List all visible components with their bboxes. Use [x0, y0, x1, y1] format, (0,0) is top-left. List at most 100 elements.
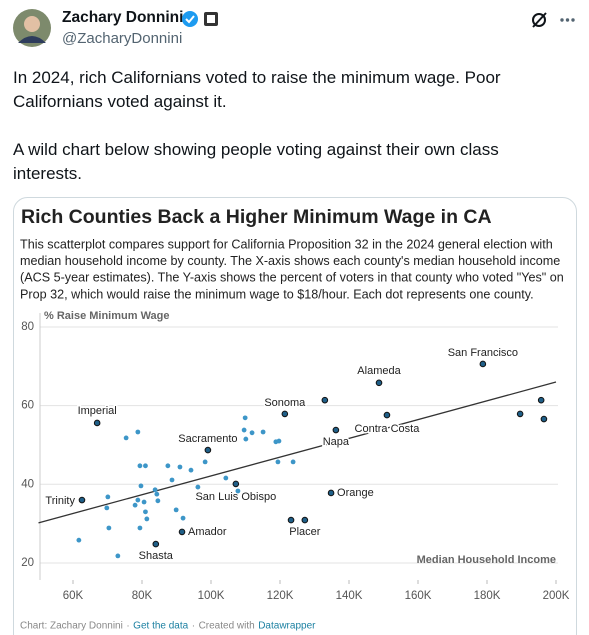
chart-card [13, 197, 577, 635]
data-point [180, 515, 186, 521]
data-point [78, 496, 86, 504]
data-point [290, 459, 296, 465]
point-label: Sacramento [178, 433, 237, 445]
data-point [281, 410, 289, 418]
footer-text: Created with [199, 621, 255, 632]
point-label: Placer [289, 526, 321, 538]
y-tick-label: 20 [21, 557, 34, 569]
point-label: San Francisco [448, 347, 518, 359]
point-label: Napa [323, 436, 350, 448]
badges [182, 11, 218, 27]
data-point [321, 396, 329, 404]
x-tick-label: 60K [63, 590, 84, 602]
author-handle[interactable]: @ZacharyDonnini [62, 30, 183, 47]
data-point [243, 436, 249, 442]
data-point [332, 426, 340, 434]
data-point [144, 516, 150, 522]
data-point [479, 360, 487, 368]
x-tick-label: 140K [336, 590, 363, 602]
data-point [537, 396, 545, 404]
data-point [152, 487, 158, 493]
post-actions[interactable] [530, 10, 580, 30]
post-text: In 2024, rich Californians voted to rais… [13, 66, 501, 186]
text-line: interests. [13, 164, 82, 183]
data-point [383, 411, 391, 419]
x-tick-label: 100K [198, 590, 225, 602]
x-axis-label: Median Household Income [417, 554, 556, 566]
footer-text: · [126, 621, 129, 632]
footer-link[interactable]: Datawrapper [258, 621, 316, 632]
footer-text: · [192, 621, 195, 632]
data-point [195, 484, 201, 490]
data-point [375, 379, 383, 387]
x-tick-label: 80K [132, 590, 153, 602]
point-label: Trinity [45, 495, 75, 507]
data-point [169, 477, 175, 483]
data-point [276, 438, 282, 444]
point-label: Contra Costa [355, 423, 421, 435]
data-point [301, 516, 309, 524]
point-label: Amador [188, 526, 227, 538]
data-point [241, 427, 247, 433]
data-point [132, 502, 138, 508]
point-label: Alameda [357, 365, 401, 377]
data-point [242, 415, 248, 421]
point-label: Imperial [78, 405, 117, 417]
chart-subtitle: This scatterplot compares support for Ca… [20, 237, 553, 251]
x-tick-label: 160K [405, 590, 432, 602]
data-point [260, 429, 266, 435]
data-point [154, 491, 160, 497]
data-point [204, 446, 212, 454]
data-point [249, 430, 255, 436]
y-axis-label: % Raise Minimum Wage [44, 310, 170, 322]
x-tick-label: 120K [267, 590, 294, 602]
text-line: Californians voted against it. [13, 92, 227, 111]
data-point [152, 540, 160, 548]
data-point [137, 525, 143, 531]
data-point [287, 516, 295, 524]
avatar[interactable] [13, 9, 51, 47]
footer-link[interactable]: Get the data [133, 621, 188, 632]
chart-subtitle: Prop 32, which would raise the minimum w… [20, 287, 534, 301]
data-point [327, 489, 335, 497]
data-point [141, 499, 147, 505]
data-point [143, 463, 148, 469]
data-point [275, 459, 281, 465]
data-point [104, 505, 110, 511]
point-label: Shasta [139, 550, 174, 562]
author-name[interactable]: Zachary Donnini [62, 9, 184, 26]
y-tick-label: 40 [21, 478, 34, 490]
data-point [540, 415, 548, 423]
data-point [76, 537, 82, 543]
x-tick-label: 200K [543, 590, 570, 602]
data-point [137, 463, 143, 469]
y-tick-label: 80 [21, 321, 34, 333]
text-line: In 2024, rich Californians voted to rais… [13, 68, 501, 87]
data-point [105, 494, 111, 500]
data-point [202, 459, 208, 465]
data-point [123, 435, 129, 441]
data-point [173, 507, 179, 513]
data-point [135, 429, 141, 435]
data-point [115, 553, 121, 559]
data-point [93, 419, 101, 427]
data-point [178, 528, 186, 536]
x-tick-label: 180K [474, 590, 501, 602]
chart-title: Rich Counties Back a Higher Minimum Wage… [21, 206, 492, 228]
data-point [188, 467, 194, 473]
data-point [135, 497, 141, 503]
trend-line [38, 381, 557, 524]
point-label: Orange [337, 487, 374, 499]
data-point [138, 483, 144, 489]
data-point [232, 480, 240, 488]
point-label: San Luis Obispo [195, 491, 276, 503]
y-tick-label: 60 [21, 400, 34, 412]
data-point [223, 475, 229, 481]
data-point [155, 498, 161, 504]
data-point [165, 463, 171, 469]
data-point [516, 410, 524, 418]
data-point [177, 464, 183, 470]
data-point [106, 525, 112, 531]
